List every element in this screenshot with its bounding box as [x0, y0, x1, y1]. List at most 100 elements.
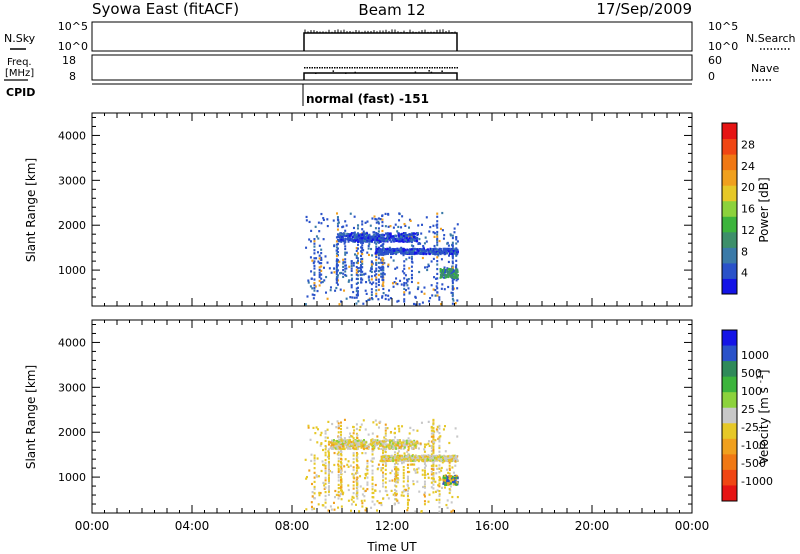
- echo-point: [338, 439, 341, 442]
- echo-point: [368, 279, 371, 282]
- echo-point: [365, 506, 368, 510]
- echo-point: [323, 464, 326, 467]
- echo-point: [435, 277, 438, 280]
- echo-point: [389, 235, 392, 238]
- echo-point: [387, 497, 390, 500]
- echo-point: [355, 302, 358, 305]
- echo-point: [353, 296, 356, 299]
- echo-point: [454, 276, 457, 279]
- echo-point: [377, 463, 380, 466]
- echo-point: [452, 458, 455, 461]
- echo-point: [381, 278, 384, 281]
- echo-point: [410, 232, 413, 235]
- echo-point: [453, 479, 456, 483]
- echo-point: [380, 467, 383, 470]
- echo-point: [438, 250, 441, 253]
- echo-point: [384, 232, 387, 235]
- echo-point: [377, 217, 380, 220]
- echo-point: [416, 232, 419, 235]
- echo-point: [402, 234, 405, 238]
- colorbar-segment: [722, 469, 737, 486]
- echo-point: [456, 276, 459, 279]
- echo-point: [382, 475, 385, 479]
- echo-point: [439, 456, 442, 459]
- colorbar-segment: [722, 423, 737, 440]
- echo-point: [309, 256, 312, 259]
- echo-point: [366, 469, 369, 472]
- echo-point: [344, 240, 347, 243]
- echo-point: [434, 480, 437, 483]
- echo-point: [324, 506, 327, 509]
- echo-point: [413, 463, 416, 466]
- echo-point: [364, 441, 367, 444]
- nave-dot: [371, 67, 373, 69]
- echo-point: [428, 493, 431, 496]
- echo-point: [401, 215, 404, 218]
- echo-point: [403, 222, 406, 226]
- echo-point: [359, 475, 362, 478]
- nave-dot: [409, 67, 411, 69]
- echo-point: [340, 451, 343, 454]
- echo-point: [305, 219, 308, 222]
- echo-point: [395, 498, 398, 501]
- echo-point: [322, 266, 325, 269]
- echo-point: [356, 434, 359, 437]
- echo-point: [400, 251, 403, 254]
- echo-point: [356, 456, 359, 459]
- echo-point: [412, 234, 415, 237]
- echo-point: [382, 451, 385, 454]
- echo-point: [350, 269, 353, 273]
- echo-point: [371, 447, 374, 451]
- nave-dot: [391, 67, 393, 69]
- echo-point: [315, 426, 318, 429]
- echo-point: [436, 277, 439, 280]
- echo-point: [405, 459, 408, 462]
- echo-point: [337, 260, 340, 263]
- echo-point: [322, 238, 325, 241]
- echo-point: [432, 477, 435, 480]
- echo-point: [402, 476, 405, 480]
- echo-point: [394, 234, 397, 237]
- echo-point: [307, 424, 310, 427]
- echo-point: [444, 459, 447, 462]
- echo-point: [451, 260, 454, 263]
- echo-point: [436, 243, 439, 247]
- echo-point: [360, 268, 363, 271]
- nave-dot: [354, 71, 356, 74]
- echo-point: [427, 440, 430, 443]
- echo-point: [359, 425, 362, 429]
- echo-point: [400, 226, 403, 229]
- echo-point: [373, 215, 376, 218]
- echo-point: [369, 224, 372, 227]
- echo-point: [401, 425, 404, 428]
- echo-point: [366, 459, 369, 463]
- echo-point: [392, 235, 395, 238]
- echo-point: [398, 212, 401, 215]
- echo-point: [390, 454, 393, 457]
- echo-point: [400, 445, 403, 448]
- echo-point: [451, 245, 454, 248]
- echo-point: [410, 239, 413, 242]
- echo-point: [433, 235, 436, 238]
- y-tick-label: 1000: [58, 264, 86, 277]
- echo-point: [309, 438, 312, 441]
- echo-point: [435, 458, 438, 461]
- echo-point: [354, 442, 357, 445]
- echo-point: [397, 459, 400, 462]
- echo-point: [447, 275, 450, 278]
- echo-point: [337, 460, 340, 463]
- echo-point: [415, 239, 418, 242]
- echo-point: [377, 261, 380, 265]
- echo-point: [356, 227, 359, 230]
- echo-point: [370, 265, 373, 268]
- echo-point: [345, 251, 348, 254]
- echo-point: [356, 277, 359, 281]
- echo-point: [410, 240, 413, 244]
- echo-point: [371, 500, 374, 503]
- colorbar-tick-label: -1000: [741, 475, 773, 488]
- echo-point: [414, 446, 417, 449]
- echo-point: [452, 471, 455, 474]
- echo-point: [379, 249, 382, 253]
